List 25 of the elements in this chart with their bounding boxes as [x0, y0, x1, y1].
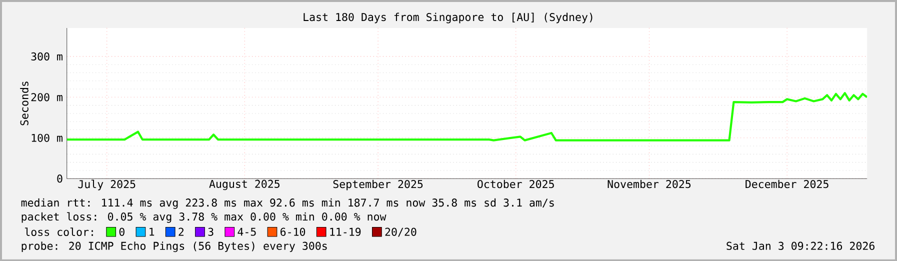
x-tick-label: November 2025 — [608, 180, 691, 188]
text: Sat Jan 3 09:22:16 2026 — [726, 242, 874, 250]
legend-label: 2 — [178, 228, 184, 236]
text: packet loss: 0.05 % avg 3.78 % max 0.00 % min 0.00 % now — [22, 212, 386, 223]
chart-title: Last 180 Days from Singapore to [AU] (Sydney) — [304, 12, 592, 24]
x-tick-label: September 2025 — [333, 180, 423, 190]
x-tick-label: August 2025 — [209, 180, 280, 190]
y-axis-title: Seconds — [20, 81, 28, 126]
legend-label: 11-19 — [330, 228, 361, 236]
legend-label: 6-10 — [280, 228, 306, 236]
text: probe: 20 ICMP Echo Pings (56 Bytes) every 300s — [22, 241, 327, 252]
legend-title: loss color: — [24, 227, 93, 236]
y-tick-label: 200 m — [31, 92, 62, 102]
legend-label: 3 — [208, 228, 214, 236]
x-tick-label: July 2025 — [78, 180, 136, 190]
legend-label: 1 — [150, 228, 154, 236]
y-tick-label: 300 m — [31, 52, 62, 60]
legend-label: 0 — [119, 228, 124, 236]
y-tick-label: 100 m — [32, 134, 62, 142]
legend-label: 20/20 — [385, 228, 416, 237]
y-tick-label: 0 — [57, 174, 62, 182]
legend-label: 4-5 — [238, 228, 256, 236]
x-tick-label: October 2025 — [478, 180, 554, 188]
x-tick-label: December 2025 — [746, 180, 828, 188]
text: median rtt: 111.4 ms avg 223.8 ms max 92.6 ms min 187.7 ms now 35.8 ms sd 3.1 am/s — [21, 198, 554, 209]
